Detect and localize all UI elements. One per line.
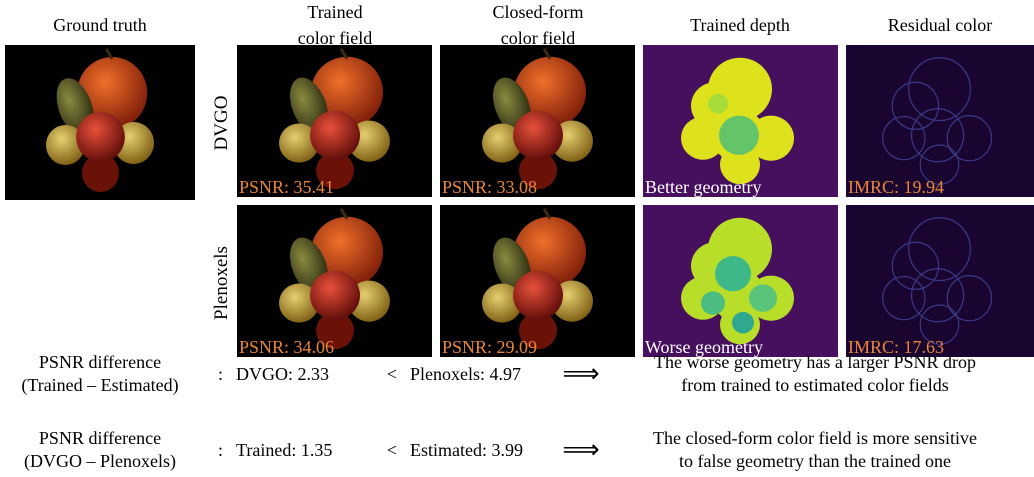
image bbox=[3, 43, 197, 202]
summary-label: PSNR difference bbox=[38, 352, 162, 372]
column-header: color field bbox=[500, 28, 576, 48]
comparison-left: Trained: 1.35 bbox=[236, 440, 333, 460]
summary-label: (DVGO – Plenoxels) bbox=[24, 451, 176, 471]
conclusion: The worse geometry has a larger PSNR dro… bbox=[653, 352, 977, 372]
result-image: PSNR: 34.06 bbox=[235, 203, 434, 359]
column-header: Trained depth bbox=[690, 15, 790, 35]
overlay-label: Better geometry bbox=[645, 177, 762, 197]
result-image: IMRC: 19.94 bbox=[846, 45, 1034, 197]
implies-arrow: ⟹ bbox=[562, 359, 600, 388]
separator: : bbox=[218, 440, 224, 460]
column-header: Ground truth bbox=[53, 15, 147, 35]
column-header: color field bbox=[297, 28, 373, 48]
image bbox=[438, 203, 637, 359]
image bbox=[235, 43, 434, 199]
overlay-label: IMRC: 17.63 bbox=[848, 337, 945, 357]
image bbox=[643, 45, 838, 197]
result-image: PSNR: 33.08 bbox=[438, 43, 637, 199]
row-label: Plenoxels bbox=[211, 246, 232, 320]
conclusion: The closed-form color field is more sens… bbox=[653, 428, 977, 448]
image bbox=[438, 43, 637, 199]
overlay-label: PSNR: 29.09 bbox=[442, 337, 538, 357]
operator: < bbox=[386, 364, 398, 384]
overlay-label: PSNR: 33.08 bbox=[442, 177, 538, 197]
row-label: DVGO bbox=[211, 95, 232, 151]
summary-label: PSNR difference bbox=[38, 428, 162, 448]
comparison-left: DVGO: 2.33 bbox=[236, 364, 329, 384]
result-image: IMRC: 17.63 bbox=[846, 205, 1034, 357]
image bbox=[643, 205, 838, 357]
summary-label: (Trained – Estimated) bbox=[21, 375, 179, 395]
result-image: Worse geometry bbox=[643, 205, 838, 357]
overlay-label: IMRC: 19.94 bbox=[848, 177, 945, 197]
implies-arrow: ⟹ bbox=[562, 435, 600, 464]
column-header: Residual color bbox=[887, 15, 993, 35]
conclusion: to false geometry than the trained one bbox=[679, 451, 951, 471]
result-image: PSNR: 29.09 bbox=[438, 203, 637, 359]
ground-truth-image bbox=[3, 43, 197, 202]
image bbox=[235, 203, 434, 359]
overlay-label: Worse geometry bbox=[645, 337, 764, 357]
image bbox=[846, 205, 1034, 357]
operator: < bbox=[386, 440, 398, 460]
overlay-label: PSNR: 34.06 bbox=[239, 337, 335, 357]
column-header: Trained bbox=[307, 2, 363, 22]
comparison-right: Estimated: 3.99 bbox=[410, 440, 523, 460]
column-header: Closed-form bbox=[492, 2, 584, 22]
result-image: PSNR: 35.41 bbox=[235, 43, 434, 199]
conclusion: from trained to estimated color fields bbox=[681, 375, 949, 395]
result-image: Better geometry bbox=[643, 45, 838, 197]
comparison-right: Plenoxels: 4.97 bbox=[410, 364, 521, 384]
image bbox=[846, 45, 1034, 197]
separator: : bbox=[218, 364, 224, 384]
overlay-label: PSNR: 35.41 bbox=[239, 177, 335, 197]
